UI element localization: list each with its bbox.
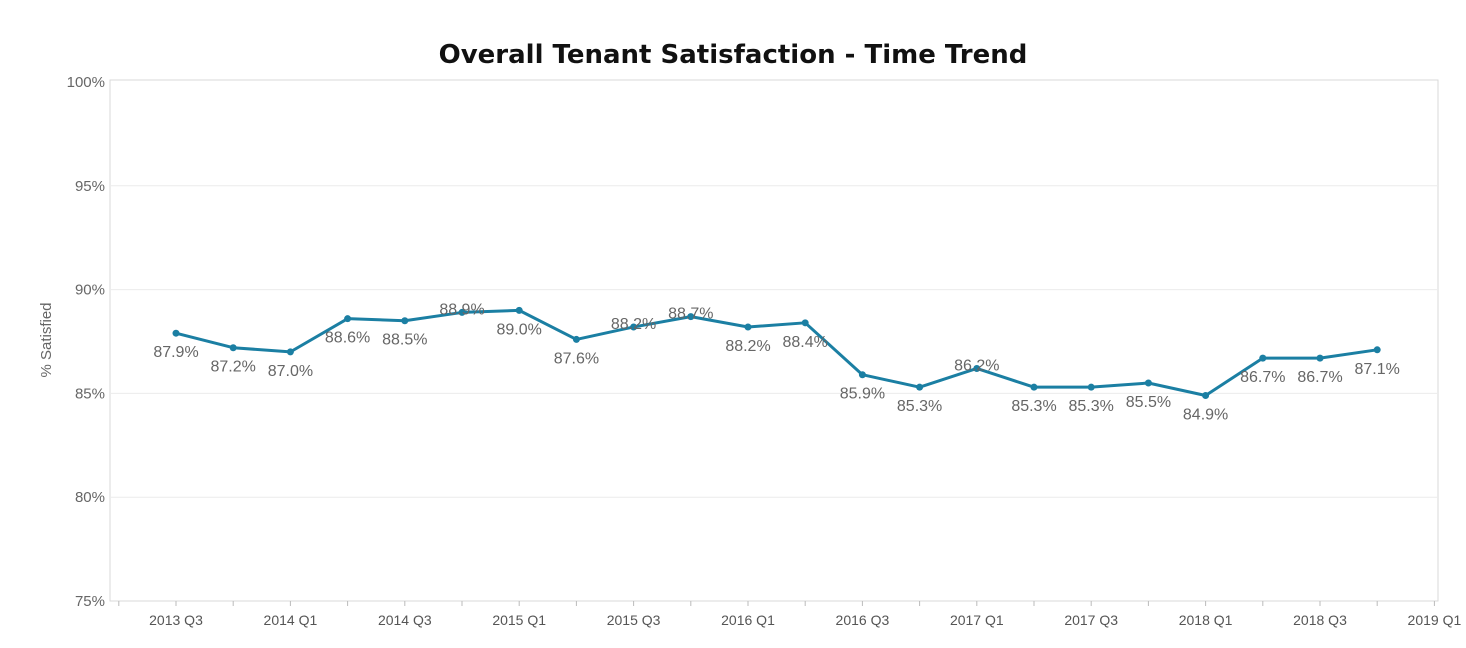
y-axis-title: % Satisfied bbox=[38, 302, 55, 377]
data-point bbox=[1259, 354, 1267, 362]
data-label: 88.7% bbox=[668, 306, 713, 323]
data-point bbox=[973, 364, 981, 372]
data-label: 85.5% bbox=[1126, 394, 1171, 411]
data-label: 87.0% bbox=[268, 363, 313, 380]
data-label: 88.2% bbox=[611, 316, 656, 333]
data-label: 85.3% bbox=[1069, 398, 1114, 415]
y-tick-label: 85% bbox=[75, 385, 105, 402]
data-point bbox=[916, 383, 924, 391]
series-line bbox=[175, 308, 1378, 397]
data-label: 87.1% bbox=[1355, 361, 1400, 378]
data-point bbox=[858, 371, 866, 379]
data-point bbox=[687, 313, 695, 321]
x-tick-label: 2017 Q3 bbox=[1064, 612, 1118, 628]
data-label: 88.9% bbox=[439, 301, 484, 318]
y-tick-label: 100% bbox=[67, 74, 105, 91]
data-point bbox=[286, 348, 294, 356]
data-label: 85.3% bbox=[1011, 398, 1056, 415]
data-point bbox=[1144, 379, 1152, 387]
x-tick-label: 2017 Q1 bbox=[950, 612, 1004, 628]
data-point bbox=[172, 329, 180, 337]
data-label: 86.7% bbox=[1297, 369, 1342, 386]
y-tick-label: 80% bbox=[75, 489, 105, 506]
x-tick-label: 2014 Q3 bbox=[378, 612, 432, 628]
data-label: 86.2% bbox=[954, 357, 999, 374]
x-tick-label: 2014 Q1 bbox=[264, 612, 318, 628]
data-point bbox=[458, 308, 466, 316]
data-point bbox=[572, 335, 580, 343]
data-point bbox=[344, 315, 352, 323]
data-label: 85.3% bbox=[897, 398, 942, 415]
x-tick-label: 2016 Q3 bbox=[836, 612, 890, 628]
data-label: 86.7% bbox=[1240, 369, 1285, 386]
data-label: 88.2% bbox=[725, 338, 770, 355]
x-tick-label: 2013 Q3 bbox=[149, 612, 203, 628]
data-label: 87.6% bbox=[554, 350, 599, 367]
data-label: 87.2% bbox=[211, 359, 256, 376]
data-point bbox=[1202, 391, 1210, 399]
data-point bbox=[630, 323, 638, 331]
chart-title: Overall Tenant Satisfaction - Time Trend bbox=[438, 40, 1028, 70]
data-point bbox=[1373, 346, 1381, 354]
x-tick-label: 2015 Q3 bbox=[607, 612, 661, 628]
data-label: 85.9% bbox=[840, 386, 885, 403]
x-tick-label: 2015 Q1 bbox=[492, 612, 546, 628]
y-tick-label: 95% bbox=[75, 178, 105, 195]
data-label: 87.9% bbox=[153, 344, 198, 361]
data-label: 88.5% bbox=[382, 332, 427, 349]
data-point bbox=[1030, 383, 1038, 391]
data-point bbox=[229, 344, 237, 352]
data-point bbox=[744, 323, 752, 331]
data-label: 88.6% bbox=[325, 330, 370, 347]
y-tick-label: 90% bbox=[75, 282, 105, 299]
data-label: 89.0% bbox=[497, 321, 542, 338]
data-label: 88.4% bbox=[783, 334, 828, 351]
y-tick-label: 75% bbox=[75, 593, 105, 610]
data-point bbox=[801, 319, 809, 327]
x-tick-label: 2016 Q1 bbox=[721, 612, 775, 628]
data-point bbox=[401, 317, 409, 325]
x-tick-label: 2019 Q1 bbox=[1408, 612, 1462, 628]
x-tick-label: 2018 Q1 bbox=[1179, 612, 1233, 628]
data-point bbox=[515, 306, 523, 314]
data-point bbox=[1087, 383, 1095, 391]
data-label: 84.9% bbox=[1183, 406, 1228, 423]
x-tick-label: 2018 Q3 bbox=[1293, 612, 1347, 628]
plot-frame bbox=[109, 79, 1439, 602]
data-point bbox=[1316, 354, 1324, 362]
